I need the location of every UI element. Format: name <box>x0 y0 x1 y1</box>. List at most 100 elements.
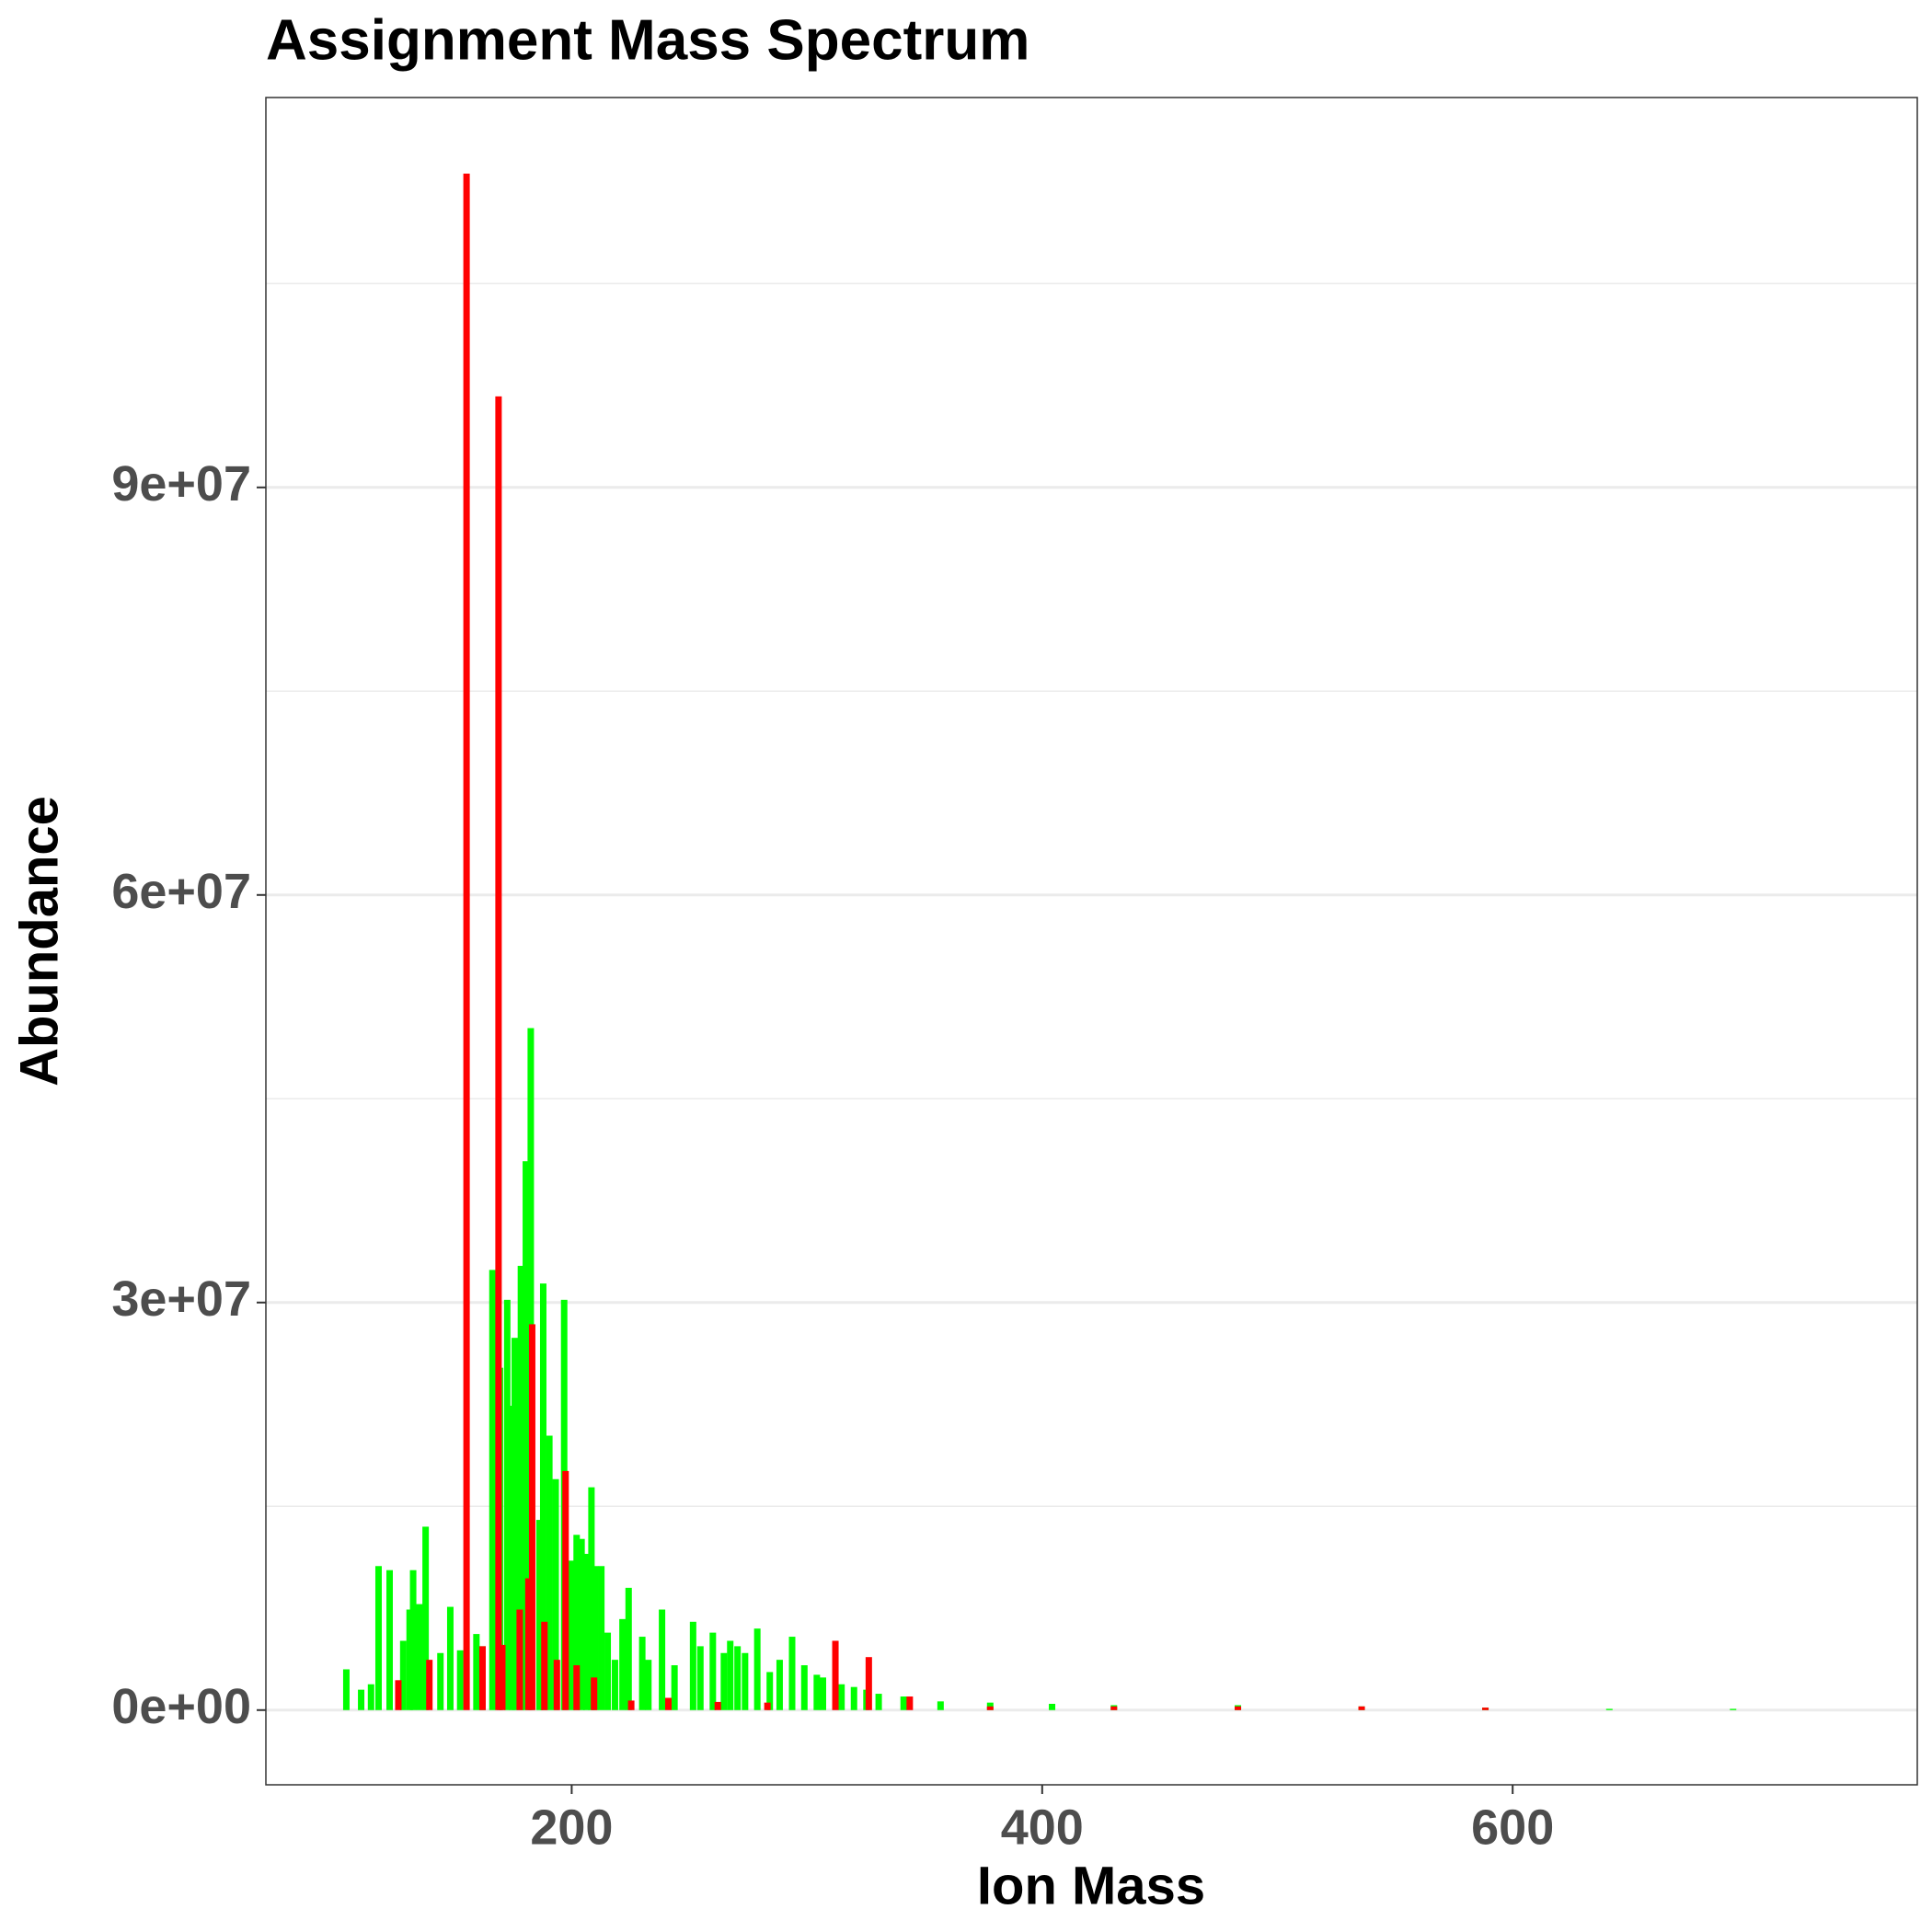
peak <box>499 1644 506 1710</box>
peak <box>937 1701 944 1710</box>
peak <box>512 1338 519 1710</box>
peak <box>645 1660 652 1710</box>
x-axis-label: Ion Mass <box>977 1856 1205 1915</box>
peak <box>546 1435 553 1710</box>
peak <box>592 1566 599 1710</box>
peak <box>875 1694 882 1710</box>
peak <box>406 1609 413 1710</box>
y-tick-label: 6e+07 <box>111 864 251 919</box>
peak <box>399 1640 407 1710</box>
peak <box>638 1637 646 1710</box>
peak <box>385 1570 393 1710</box>
peak <box>709 1632 717 1710</box>
peak <box>671 1665 678 1710</box>
peak <box>573 1535 581 1710</box>
peak <box>1235 1706 1242 1710</box>
peak <box>813 1674 821 1710</box>
peak <box>689 1621 696 1710</box>
peak <box>422 1526 430 1710</box>
peak <box>426 1660 433 1710</box>
y-axis-label: Abundance <box>9 796 69 1087</box>
peak <box>906 1696 914 1710</box>
peak <box>1110 1706 1118 1710</box>
peak <box>832 1640 839 1710</box>
peak <box>523 1161 530 1710</box>
peak <box>552 1478 559 1710</box>
peak <box>734 1646 742 1710</box>
peak <box>409 1570 417 1710</box>
peak <box>541 1621 548 1710</box>
peak <box>619 1618 627 1710</box>
axes: 0e+00 3e+07 6e+07 9e+07 200 400 600 <box>111 456 1554 1855</box>
peak <box>776 1660 783 1710</box>
peak <box>1730 1708 1737 1710</box>
peak <box>850 1686 857 1710</box>
peak <box>516 1609 523 1710</box>
peak <box>720 1652 728 1710</box>
peak <box>764 1702 771 1710</box>
peak <box>627 1700 635 1710</box>
peak <box>588 1487 595 1710</box>
peak <box>374 1566 382 1710</box>
peak <box>986 1702 994 1710</box>
peak <box>437 1652 444 1710</box>
peak <box>562 1470 569 1710</box>
peak <box>535 1520 543 1710</box>
peak <box>714 1701 721 1710</box>
peak <box>766 1672 774 1710</box>
bars <box>342 173 1737 1710</box>
peak <box>664 1697 672 1710</box>
peak <box>553 1660 560 1710</box>
peak <box>528 1324 535 1710</box>
peak <box>865 1657 872 1710</box>
peak <box>819 1677 826 1710</box>
peak <box>524 1578 532 1710</box>
peak <box>495 396 502 1710</box>
chart-title: Assignment Mass Spectrum <box>266 8 1029 72</box>
peak <box>568 1560 575 1710</box>
plot-border <box>265 97 1918 1786</box>
x-tick-label: 200 <box>530 1800 613 1855</box>
peak <box>1482 1708 1489 1710</box>
peak <box>367 1684 374 1710</box>
y-tick-label: 0e+00 <box>111 1679 251 1734</box>
peak <box>463 173 470 1710</box>
x-tick-label: 400 <box>1001 1800 1084 1855</box>
peak <box>573 1665 581 1710</box>
peak <box>489 1270 496 1710</box>
peak <box>753 1628 761 1710</box>
peak <box>611 1660 618 1710</box>
peak <box>446 1606 454 1710</box>
peak <box>539 1283 546 1710</box>
peak <box>591 1677 598 1710</box>
peak <box>1049 1703 1056 1710</box>
peak <box>478 1646 486 1710</box>
peak <box>1605 1708 1613 1710</box>
peak <box>578 1538 585 1710</box>
peak <box>583 1553 591 1710</box>
peak <box>342 1669 350 1710</box>
peak <box>800 1665 808 1710</box>
peak <box>838 1684 845 1710</box>
peak <box>416 1604 423 1710</box>
peak <box>696 1646 704 1710</box>
peak <box>358 1689 365 1710</box>
peak <box>1358 1706 1365 1710</box>
peak <box>659 1609 666 1710</box>
peak <box>986 1706 994 1710</box>
peak <box>727 1640 734 1710</box>
peak <box>395 1680 402 1710</box>
peak <box>788 1637 796 1710</box>
y-tick-label: 3e+07 <box>111 1271 251 1327</box>
peak <box>742 1652 749 1710</box>
peak <box>473 1634 480 1710</box>
peak <box>517 1265 524 1710</box>
y-tick-label: 9e+07 <box>111 456 251 512</box>
peak <box>900 1696 907 1710</box>
peak <box>456 1650 464 1710</box>
x-tick-label: 600 <box>1471 1800 1554 1855</box>
peak <box>598 1566 605 1710</box>
peak <box>503 1299 511 1710</box>
